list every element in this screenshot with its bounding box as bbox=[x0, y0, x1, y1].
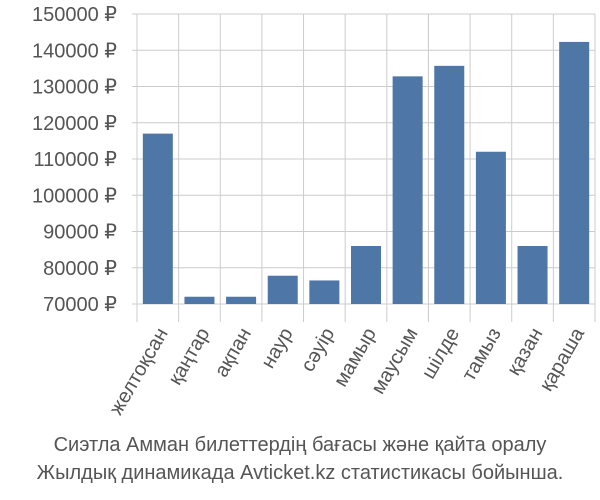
bar-8 bbox=[434, 65, 465, 305]
x-tick-label: ақпан bbox=[211, 324, 256, 381]
x-tick-label: қазан bbox=[503, 324, 548, 379]
bar-3 bbox=[226, 296, 257, 304]
x-tick-label: тамыз bbox=[458, 324, 506, 385]
x-tick-label: желтоқсан bbox=[105, 324, 172, 419]
bar-11 bbox=[559, 41, 590, 304]
y-tick-label: 130000 ₽ bbox=[32, 77, 117, 99]
bar-chart: 70000 ₽ 80000 ₽ 90000 ₽ 100000 ₽ 110000 ₽ 120… bbox=[32, 4, 596, 419]
grid-layer bbox=[132, 13, 596, 322]
bar-4 bbox=[267, 275, 298, 304]
x-tick-label: наур bbox=[257, 324, 297, 372]
bar-7 bbox=[392, 76, 423, 304]
x-tick-label: қаңтар bbox=[164, 324, 214, 389]
y-axis-tick-labels: 70000 ₽ 80000 ₽ 90000 ₽ 100000 ₽ 110000 ₽ 120… bbox=[32, 4, 117, 316]
bar-10 bbox=[517, 246, 548, 304]
y-tick-label: 140000 ₽ bbox=[32, 40, 117, 62]
bar-1 bbox=[142, 133, 173, 304]
chart-caption-line-1: Сиэтла Амман билеттердің бағасы және қай… bbox=[53, 434, 547, 456]
bar-9 bbox=[475, 151, 506, 304]
x-tick-label: сәуір bbox=[297, 324, 339, 375]
y-tick-label: 120000 ₽ bbox=[32, 113, 117, 135]
y-tick-label: 100000 ₽ bbox=[32, 185, 117, 207]
bar-2 bbox=[184, 296, 215, 304]
chart-caption-line-2: Жылдық динамикада Avticket.kz статистика… bbox=[36, 462, 564, 484]
bar-layer bbox=[142, 41, 590, 305]
y-tick-label: 80000 ₽ bbox=[43, 258, 117, 280]
y-tick-label: 150000 ₽ bbox=[32, 4, 117, 26]
bar-5 bbox=[309, 280, 340, 304]
y-tick-label: 110000 ₽ bbox=[33, 149, 117, 171]
y-tick-label: 70000 ₽ bbox=[43, 294, 117, 316]
y-tick-label: 90000 ₽ bbox=[43, 222, 117, 244]
bar-6 bbox=[351, 246, 381, 304]
